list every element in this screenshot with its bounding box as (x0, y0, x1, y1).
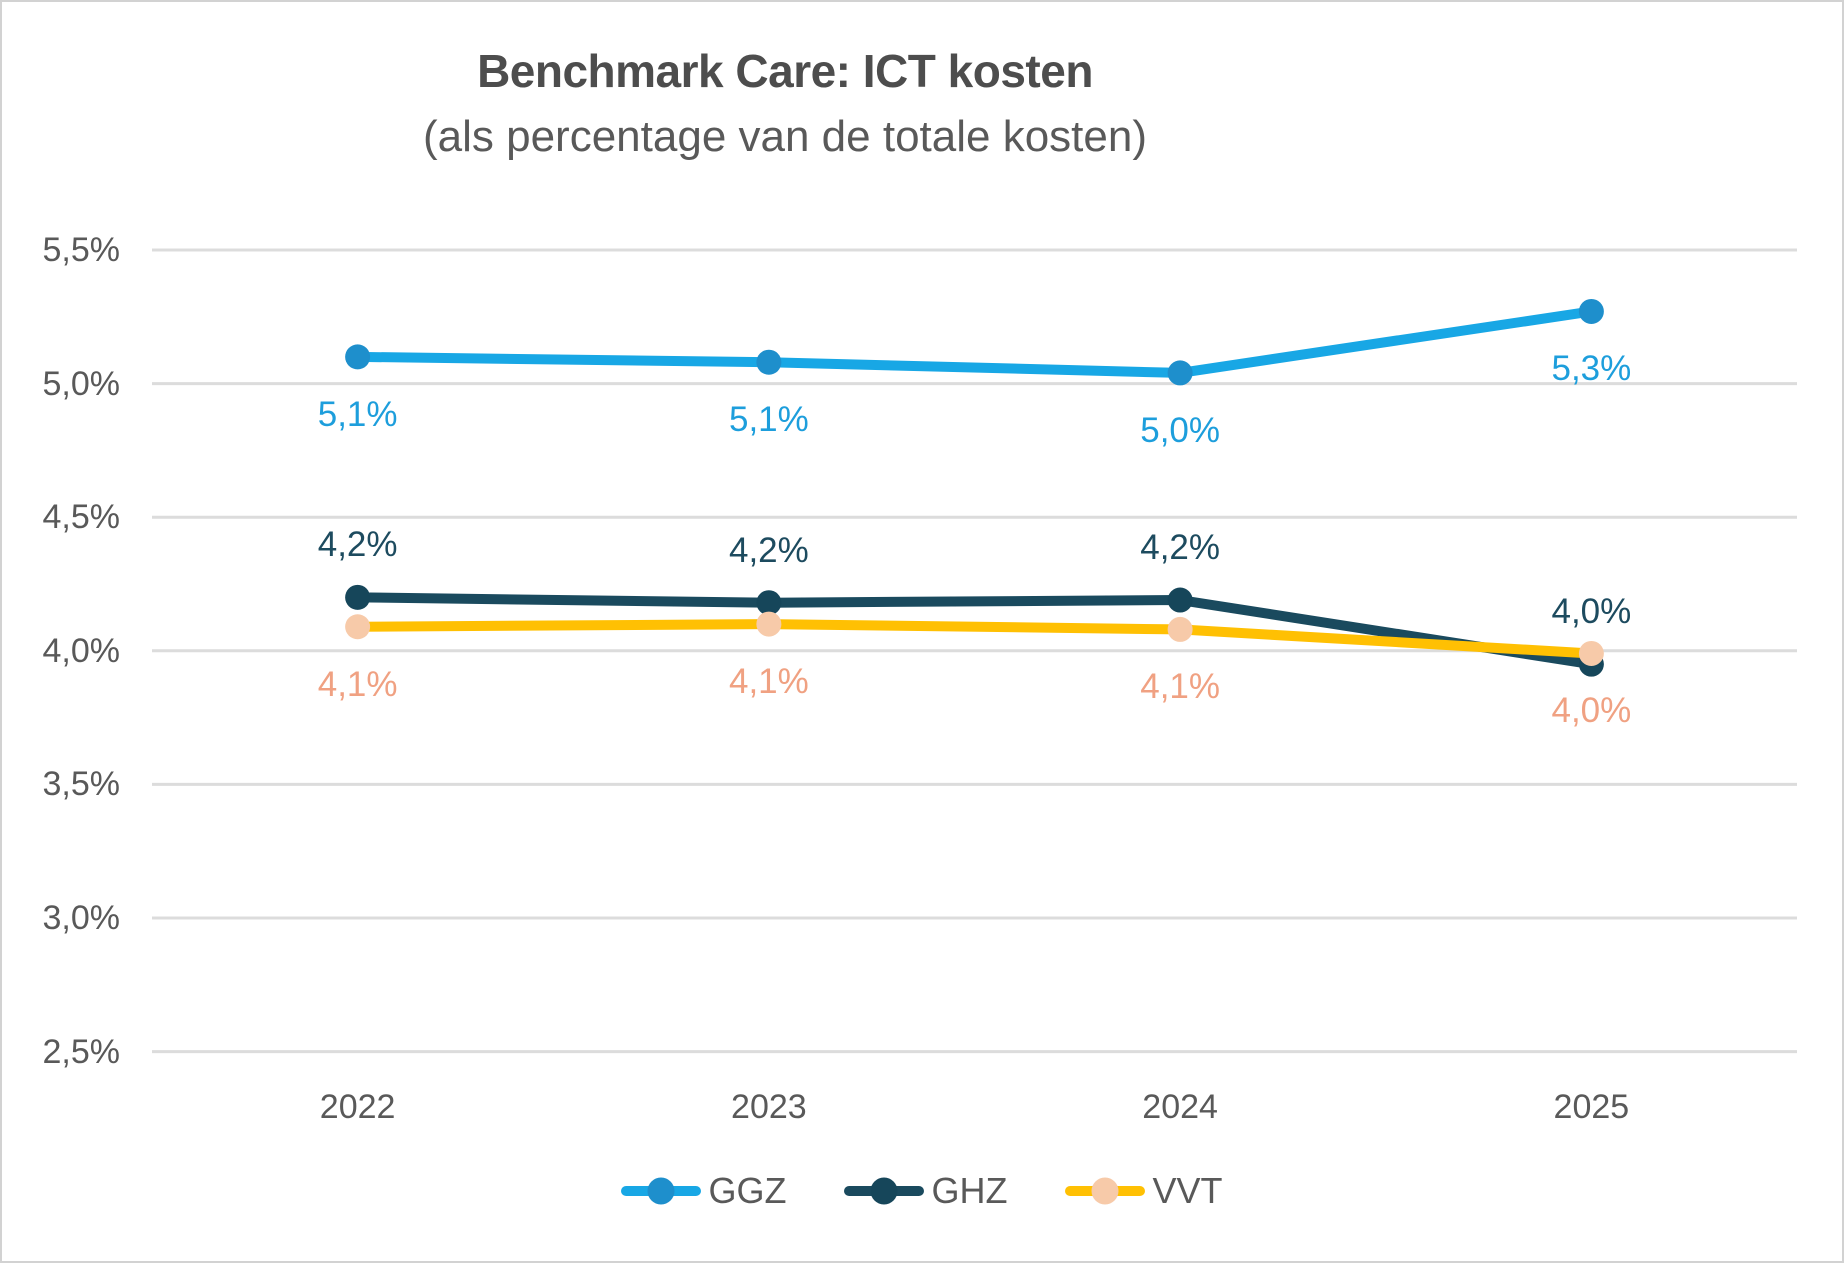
data-point-marker-vvt (1167, 616, 1193, 642)
data-point-marker-ggz (756, 349, 782, 375)
series-line-ghz (352, 592, 1597, 670)
data-point-marker-ggz (1167, 360, 1193, 386)
legend-label: VVT (1152, 1170, 1223, 1211)
series-line-vvt (352, 619, 1597, 659)
data-point-marker-vvt (1578, 640, 1604, 666)
data-label-ghz: 4,2% (1140, 528, 1221, 568)
data-label-ggz: 5,3% (1551, 349, 1632, 389)
x-tick-label: 2023 (731, 1088, 807, 1126)
data-point-marker-ghz (345, 584, 371, 610)
y-tick-label: 4,5% (42, 498, 121, 537)
legend: GGZ GHZ VVT (2, 1170, 1842, 1212)
data-point-marker-ggz (345, 344, 371, 370)
y-tick-label: 3,0% (42, 899, 121, 937)
data-label-vvt: 4,0% (1551, 691, 1632, 731)
x-tick-label: 2024 (1142, 1088, 1218, 1126)
data-point-marker-vvt (345, 614, 371, 640)
chart-title: Benchmark Care: ICT kosten (477, 45, 1093, 97)
data-label-ggz: 5,0% (1140, 410, 1221, 450)
legend-label: GGZ (708, 1170, 787, 1211)
data-label-ghz: 4,2% (317, 525, 398, 565)
legend-item-ghz: GHZ (844, 1170, 1007, 1212)
y-tick-label: 5,5% (42, 231, 121, 269)
data-point-marker-ghz (756, 590, 782, 616)
y-tick-label: 2,5% (42, 1032, 121, 1071)
data-label-ggz: 5,1% (317, 394, 398, 434)
legend-marker-dot (647, 1177, 675, 1205)
legend-line-marker-icon (1065, 1177, 1146, 1205)
data-label-ggz: 5,1% (728, 400, 809, 440)
legend-marker-dot (870, 1177, 898, 1205)
x-tick-label: 2022 (319, 1088, 396, 1126)
data-label-vvt: 4,1% (1140, 667, 1221, 707)
data-point-marker-vvt (756, 611, 782, 637)
data-point-marker-ggz (1578, 298, 1604, 324)
legend-item-vvt: VVT (1065, 1170, 1223, 1212)
chart-subtitle: (als percentage van de totale kosten) (422, 112, 1148, 161)
series-line-ggz (352, 306, 1597, 378)
y-tick-label: 4,0% (42, 631, 121, 670)
legend-item-ggz: GGZ (621, 1170, 786, 1212)
legend-label: GHZ (931, 1170, 1008, 1211)
data-label-vvt: 4,1% (728, 662, 809, 702)
data-label-ghz: 4,2% (728, 530, 809, 570)
data-point-marker-ghz (1167, 587, 1193, 613)
y-tick-label: 3,5% (42, 765, 121, 804)
legend-line-marker-icon (844, 1177, 925, 1205)
x-tick-label: 2025 (1553, 1088, 1630, 1126)
legend-line-marker-icon (621, 1177, 702, 1205)
data-label-vvt: 4,1% (317, 664, 398, 704)
y-tick-label: 5,0% (42, 364, 121, 403)
data-label-ghz: 4,0% (1551, 592, 1632, 632)
legend-marker-dot (1091, 1177, 1119, 1205)
